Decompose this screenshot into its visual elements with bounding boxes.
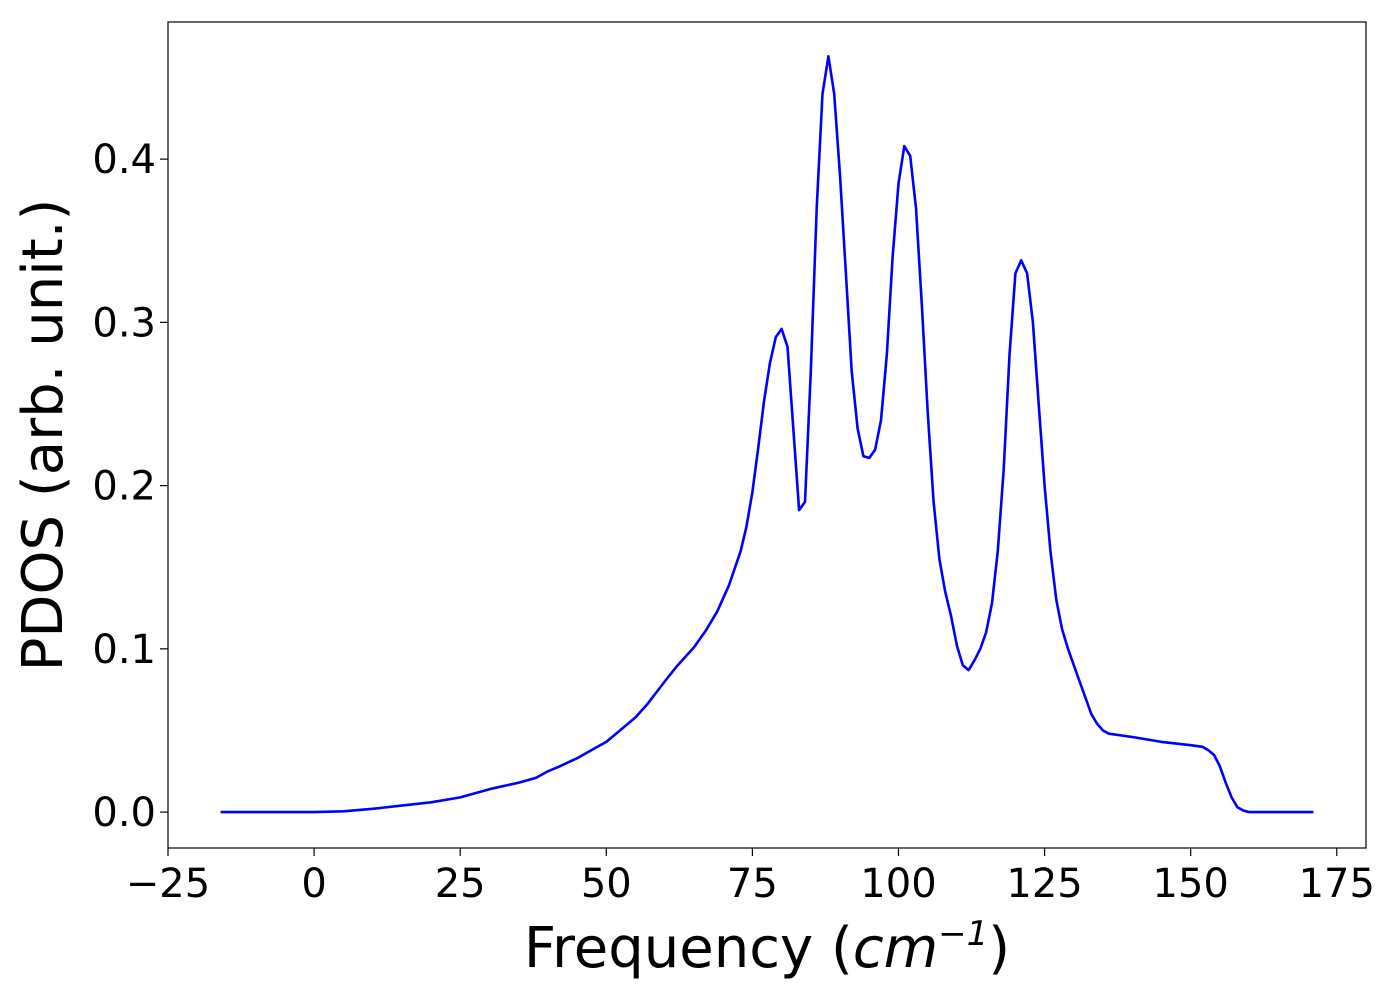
x-tick-label: −25 (126, 861, 210, 907)
x-axis-label-exponent: −1 (938, 914, 988, 954)
x-axis-label-close: ) (988, 916, 1010, 981)
y-axis: 0.0 0.1 0.2 0.3 0.4 (92, 137, 168, 836)
y-tick-label: 0.4 (92, 137, 156, 183)
x-tick-label: 25 (435, 861, 486, 907)
x-axis-label: Frequency (cm−1) (524, 914, 1010, 981)
y-tick-label: 0.2 (92, 464, 156, 510)
x-tick-label: 125 (1006, 861, 1082, 907)
y-tick-label: 0.1 (92, 627, 156, 673)
x-tick-label: 100 (860, 861, 936, 907)
x-axis: −25 0 25 50 75 100 125 150 175 (126, 848, 1375, 907)
x-axis-label-text: Frequency ( (524, 916, 853, 981)
y-tick-label: 0.3 (92, 300, 156, 346)
x-tick-label: 0 (301, 861, 326, 907)
x-axis-label-unit: cm (853, 916, 938, 981)
y-tick-label: 0.0 (92, 790, 156, 836)
axes-frame (167, 21, 1367, 849)
x-tick-label: 175 (1299, 861, 1375, 907)
pdos-series-line (220, 54, 1314, 814)
x-tick-label: 75 (727, 861, 778, 907)
x-tick-label: 50 (581, 861, 632, 907)
plot-area (220, 54, 1314, 814)
x-tick-label: 150 (1153, 861, 1229, 907)
y-axis-label: PDOS (arb. unit.) (11, 199, 76, 672)
